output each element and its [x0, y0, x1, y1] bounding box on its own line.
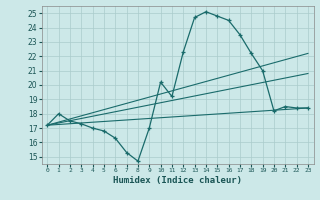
X-axis label: Humidex (Indice chaleur): Humidex (Indice chaleur): [113, 176, 242, 185]
